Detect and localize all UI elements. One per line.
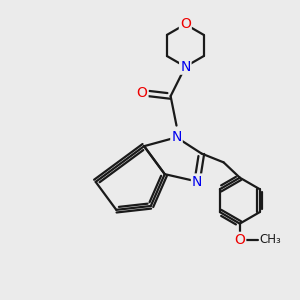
- Text: O: O: [234, 233, 245, 247]
- Text: CH₃: CH₃: [260, 233, 281, 246]
- Text: N: N: [180, 60, 190, 74]
- Text: O: O: [180, 17, 191, 31]
- Text: N: N: [192, 175, 202, 188]
- Text: O: O: [136, 86, 148, 100]
- Text: N: N: [171, 130, 182, 144]
